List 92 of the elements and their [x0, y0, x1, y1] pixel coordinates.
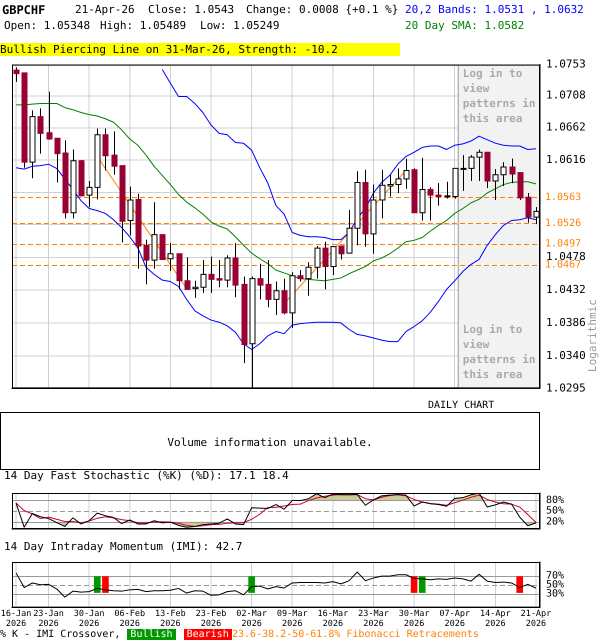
- candlestick: [46, 91, 52, 140]
- candlestick: [306, 262, 312, 296]
- x-tick-label: 07-Apr 2026: [439, 608, 470, 630]
- candlestick: [282, 278, 288, 315]
- candlestick: [526, 192, 532, 224]
- text: Open: 1.05348: [4, 19, 90, 32]
- candlestick: [216, 260, 222, 288]
- text: Volume information unavailable.: [166, 436, 374, 449]
- candlestick: [476, 148, 482, 182]
- x-tick-label: 14-Apr 2026: [480, 608, 511, 630]
- candlestick: [500, 162, 506, 186]
- legend-title: % K - IMI Crossover,: [0, 629, 120, 640]
- candlestick: [38, 108, 44, 154]
- y-tick-label: 1.0340: [546, 348, 586, 362]
- candlestick: [444, 181, 450, 200]
- candlestick: [200, 260, 206, 294]
- candlestick: [396, 168, 402, 194]
- y-tick-label: 1.0432: [546, 282, 586, 296]
- y-tick-label: 20%: [546, 516, 564, 528]
- x-tick-label: 21-Apr 2026: [520, 608, 552, 630]
- x-tick-label: 23-Jan 2026: [33, 608, 64, 630]
- chart-title: GBPCHF: [2, 3, 46, 17]
- band-label: Log in to view patterns in this area: [462, 66, 536, 125]
- y-tick-label: 30%: [546, 588, 564, 600]
- y-tick-label: 1.0662: [546, 120, 586, 134]
- candlestick: [184, 256, 190, 290]
- candlestick: [322, 241, 328, 290]
- candlestick: [86, 180, 92, 208]
- text: Log in to view patterns in this area: [462, 322, 536, 381]
- candlestick: [258, 263, 264, 300]
- x-tick-label: 06-Feb 2026: [114, 608, 146, 630]
- candlestick: [168, 242, 174, 272]
- y-tick-label: 50%: [546, 506, 564, 517]
- chart-title: 14 Day Intraday Momentum (IMI): 42.7: [4, 540, 242, 553]
- text: Low: 1.05249: [200, 19, 280, 32]
- x-tick-label: 16-Jan 2026: [0, 608, 32, 630]
- x-tick-label: 13-Feb 2026: [155, 608, 186, 630]
- candlestick: [510, 158, 516, 184]
- text: DAILY CHART: [428, 399, 494, 412]
- y-axis-title: Logarithmic: [586, 299, 599, 372]
- candlestick: [388, 174, 394, 198]
- candlestick: [460, 154, 466, 192]
- x-tick-label: 09-Mar 2026: [276, 608, 308, 630]
- ref-line-label: 1.0563: [545, 192, 582, 203]
- candlestick: [274, 281, 280, 316]
- y-tick-label: 1.0708: [546, 88, 586, 102]
- ref-line-label: 1.0526: [545, 218, 582, 229]
- candlestick: [192, 280, 198, 298]
- candlestick: [380, 169, 386, 219]
- y-tick-label: 1.0616: [546, 152, 586, 166]
- text: High: 1.05489: [100, 19, 186, 32]
- candlestick: [492, 168, 498, 201]
- x-tick-label: 23-Mar 2026: [358, 608, 389, 630]
- text: Bullish: [126, 628, 177, 640]
- candlestick: [330, 245, 336, 276]
- chart-title: 14 Day Fast Stochastic (%K) (%D): 17.1 18.4: [4, 469, 289, 482]
- candlestick: [144, 239, 150, 285]
- candlestick: [338, 245, 344, 260]
- candlestick: [208, 256, 214, 294]
- candlestick: [112, 130, 118, 176]
- text: Bearish: [182, 628, 233, 640]
- candlestick: [266, 260, 272, 308]
- text: Change: 0.0008 {+0.1 %}: [246, 3, 398, 16]
- y-tick-label: 1.0753: [546, 57, 586, 70]
- text: Bullish Piercing Line on 31-Mar-26, Strength: -10.2: [0, 43, 400, 56]
- text: 20 Day SMA: 1.0582: [405, 19, 526, 32]
- text: 20,2 Bands: 1.0531 , 1.0632: [405, 3, 584, 16]
- x-tick-label: 30-Jan 2026: [74, 608, 105, 630]
- x-tick-label: 30-Mar 2026: [398, 608, 430, 630]
- candlestick: [428, 186, 434, 221]
- x-tick-label: 02-Mar 2026: [236, 608, 267, 630]
- text: 23.6-38.2-50-61.8% Fibonacci Retracements: [232, 628, 479, 640]
- candlestick: [128, 186, 134, 236]
- x-tick-label: 23-Feb 2026: [196, 608, 226, 630]
- candlestick: [468, 154, 474, 182]
- text: 21-Apr-26: [75, 3, 135, 16]
- y-tick-label: 70%: [546, 570, 564, 582]
- candlestick: [404, 158, 410, 190]
- candlestick: [436, 182, 442, 206]
- ref-line-label: 1.0497: [545, 238, 582, 250]
- candlestick: [298, 270, 304, 282]
- text: Close: 1.0543: [148, 3, 234, 16]
- y-tick-label: 1.0386: [546, 316, 586, 329]
- x-tick-label: 16-Mar 2026: [318, 608, 348, 630]
- y-tick-label: 1.0295: [546, 381, 586, 394]
- candlestick: [54, 138, 60, 183]
- candlestick: [224, 254, 230, 288]
- y-tick-label: 50%: [546, 579, 564, 590]
- y-tick-label: 80%: [546, 494, 564, 506]
- candlestick: [314, 245, 320, 280]
- candlestick: [420, 157, 426, 221]
- candlestick: [102, 128, 108, 172]
